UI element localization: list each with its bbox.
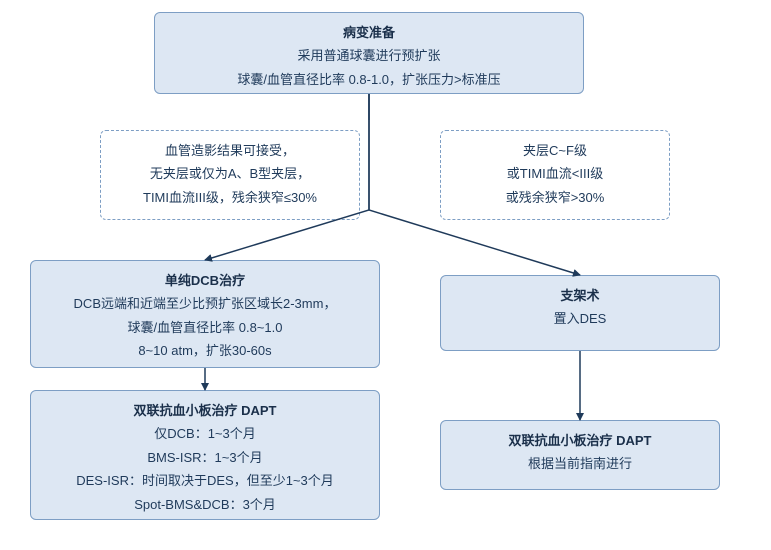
node-dcb: 单纯DCB治疗 DCB远端和近端至少比预扩张区域长2-3mm， 球囊/血管直径比… bbox=[30, 260, 380, 368]
node-cond-right: 夹层C~F级 或TIMI血流<III级 或残余狭窄>30% bbox=[440, 130, 670, 220]
dcb-line3: 8~10 atm，扩张30-60s bbox=[41, 339, 369, 362]
node-prep-line1: 采用普通球囊进行预扩张 bbox=[165, 44, 573, 67]
dapt-left-line1: 仅DCB：1~3个月 bbox=[41, 422, 369, 445]
cond-right-line2: 或TIMI血流<III级 bbox=[451, 162, 659, 185]
node-prep-title: 病变准备 bbox=[165, 21, 573, 44]
dcb-line2: 球囊/血管直径比率 0.8~1.0 bbox=[41, 316, 369, 339]
stent-line1: 置入DES bbox=[451, 307, 709, 330]
dapt-right-line1: 根据当前指南进行 bbox=[451, 452, 709, 475]
cond-left-line3: TIMI血流III级，残余狭窄≤30% bbox=[111, 186, 349, 209]
node-dcb-title: 单纯DCB治疗 bbox=[41, 269, 369, 292]
cond-right-line1: 夹层C~F级 bbox=[451, 139, 659, 162]
dapt-left-line2: BMS-ISR：1~3个月 bbox=[41, 446, 369, 469]
node-prep-line2: 球囊/血管直径比率 0.8-1.0，扩张压力>标准压 bbox=[165, 68, 573, 91]
node-stent-title: 支架术 bbox=[451, 284, 709, 307]
dapt-left-line4: Spot-BMS&DCB：3个月 bbox=[41, 493, 369, 516]
cond-right-line3: 或残余狭窄>30% bbox=[451, 186, 659, 209]
node-stent: 支架术 置入DES bbox=[440, 275, 720, 351]
dapt-left-line3: DES-ISR：时间取决于DES，但至少1~3个月 bbox=[41, 469, 369, 492]
dapt-left-title: 双联抗血小板治疗 DAPT bbox=[41, 399, 369, 422]
node-prep: 病变准备 采用普通球囊进行预扩张 球囊/血管直径比率 0.8-1.0，扩张压力>… bbox=[154, 12, 584, 94]
node-cond-left: 血管造影结果可接受， 无夹层或仅为A、B型夹层， TIMI血流III级，残余狭窄… bbox=[100, 130, 360, 220]
cond-left-line1: 血管造影结果可接受， bbox=[111, 139, 349, 162]
node-dapt-left: 双联抗血小板治疗 DAPT 仅DCB：1~3个月 BMS-ISR：1~3个月 D… bbox=[30, 390, 380, 520]
cond-left-line2: 无夹层或仅为A、B型夹层， bbox=[111, 162, 349, 185]
node-dapt-right: 双联抗血小板治疗 DAPT 根据当前指南进行 bbox=[440, 420, 720, 490]
dcb-line1: DCB远端和近端至少比预扩张区域长2-3mm， bbox=[41, 292, 369, 315]
dapt-right-title: 双联抗血小板治疗 DAPT bbox=[451, 429, 709, 452]
